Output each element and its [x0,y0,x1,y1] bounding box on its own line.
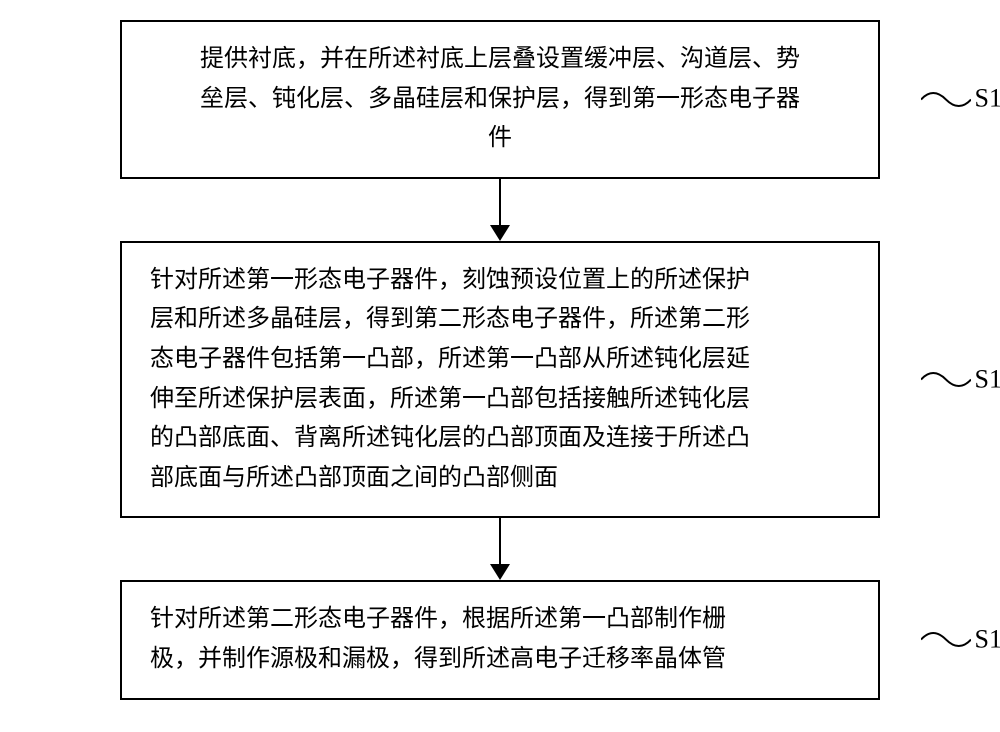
step-3-line-2: 极，并制作源极和漏极，得到所述高电子迁移率晶体管 [150,640,850,680]
step-3-label-wrap: S103 [921,618,1000,661]
step-2-label: S102 [975,358,1000,401]
arrow-2 [490,518,510,580]
step-2-line-1: 针对所述第一形态电子器件，刻蚀预设位置上的所述保护 [150,261,850,301]
arrow-head-icon [490,564,510,580]
step-2-line-5: 的凸部底面、背离所述钝化层的凸部顶面及连接于所述凸 [150,419,850,459]
step-2-line-2: 层和所述多晶硅层，得到第二形态电子器件，所述第二形 [150,300,850,340]
connector-wave-icon [921,625,971,655]
step-box-3: 针对所述第二形态电子器件，根据所述第一凸部制作栅 极，并制作源极和漏极，得到所述… [120,580,880,699]
step-2-label-wrap: S102 [921,358,1000,401]
step-box-1: 提供衬底，并在所述衬底上层叠设置缓冲层、沟道层、势 垒层、钝化层、多晶硅层和保护… [120,20,880,179]
step-1-line-1: 提供衬底，并在所述衬底上层叠设置缓冲层、沟道层、势 [150,40,850,80]
step-1-label: S101 [975,78,1000,121]
step-2-line-3: 态电子器件包括第一凸部，所述第一凸部从所述钝化层延 [150,340,850,380]
connector-wave-icon [921,84,971,114]
arrow-line [499,179,501,225]
step-1-line-2: 垒层、钝化层、多晶硅层和保护层，得到第一形态电子器 [150,80,850,120]
step-2-line-6: 部底面与所述凸部顶面之间的凸部侧面 [150,459,850,499]
step-3-line-1: 针对所述第二形态电子器件，根据所述第一凸部制作栅 [150,600,850,640]
arrow-head-icon [490,225,510,241]
step-box-2: 针对所述第一形态电子器件，刻蚀预设位置上的所述保护 层和所述多晶硅层，得到第二形… [120,241,880,519]
connector-wave-icon [921,365,971,395]
step-2-line-4: 伸至所述保护层表面，所述第一凸部包括接触所述钝化层 [150,380,850,420]
step-3-label: S103 [975,618,1000,661]
step-1-line-3: 件 [150,119,850,159]
arrow-1 [490,179,510,241]
flowchart-container: 提供衬底，并在所述衬底上层叠设置缓冲层、沟道层、势 垒层、钝化层、多晶硅层和保护… [0,0,1000,700]
arrow-line [499,518,501,564]
step-1-label-wrap: S101 [921,78,1000,121]
